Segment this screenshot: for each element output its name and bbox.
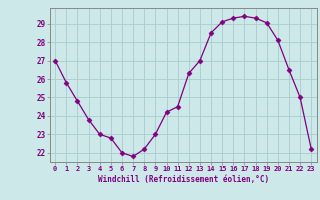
- X-axis label: Windchill (Refroidissement éolien,°C): Windchill (Refroidissement éolien,°C): [98, 175, 269, 184]
